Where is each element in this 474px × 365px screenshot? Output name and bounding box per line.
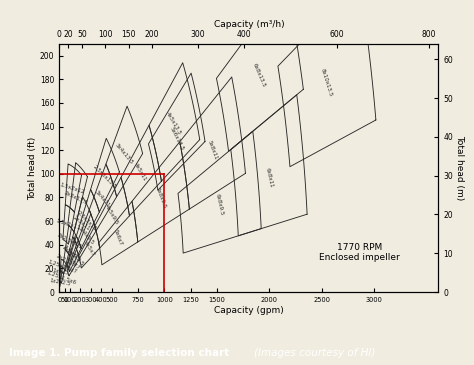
Text: (Images courtesy of HI): (Images courtesy of HI) — [254, 348, 375, 358]
Text: 2x2.5x7: 2x2.5x7 — [55, 253, 77, 268]
Text: 3x4x13.5: 3x4x13.5 — [114, 142, 134, 165]
Text: 3x4x11: 3x4x11 — [94, 190, 111, 209]
Text: 5x8x9.5: 5x8x9.5 — [155, 187, 167, 209]
Text: 6x8x13.5: 6x8x13.5 — [252, 62, 267, 88]
Text: 4x5x13.5: 4x5x13.5 — [165, 111, 182, 136]
Text: 6x8x11: 6x8x11 — [265, 167, 274, 188]
Text: 8x10x13.5: 8x10x13.5 — [320, 68, 334, 98]
Y-axis label: Total head (m): Total head (m) — [455, 135, 464, 200]
Text: 4x5x9.5: 4x5x9.5 — [104, 204, 119, 226]
Text: 2x3x11: 2x3x11 — [72, 215, 91, 231]
X-axis label: Capacity (m³/h): Capacity (m³/h) — [214, 20, 284, 29]
Text: 5x8x11: 5x8x11 — [206, 139, 218, 160]
Text: 2.5x3x13.5: 2.5x3x13.5 — [91, 164, 117, 189]
Text: 2x3x9.5: 2x3x9.5 — [61, 245, 82, 262]
Text: 1x2x2.5: 1x2x2.5 — [49, 278, 71, 287]
Y-axis label: Total head (ft): Total head (ft) — [28, 136, 37, 200]
Text: 1.5x2x11: 1.5x2x11 — [55, 218, 81, 231]
Text: 5x6x7: 5x6x7 — [113, 228, 123, 246]
Text: 2x2.5x9.5: 2x2.5x9.5 — [56, 232, 83, 250]
Text: 3x4x9.5: 3x4x9.5 — [76, 226, 94, 246]
Text: 1.5x2x12: 1.5x2x12 — [59, 182, 85, 195]
Text: 1.25x1.5x7: 1.25x1.5x7 — [47, 259, 78, 274]
Text: 1770 RPM
Enclosed impeller: 1770 RPM Enclosed impeller — [319, 243, 400, 262]
Text: 1x2x3: 1x2x3 — [52, 268, 69, 276]
Text: 2.5x3x9.5: 2.5x3x9.5 — [62, 244, 85, 267]
Text: 4x5x7: 4x5x7 — [82, 240, 95, 257]
Text: 3x4x7: 3x4x7 — [66, 254, 81, 270]
Text: 2.5x3x11: 2.5x3x11 — [76, 210, 98, 232]
X-axis label: Capacity (gpm): Capacity (gpm) — [214, 306, 284, 315]
Text: 5x6x13.5: 5x6x13.5 — [169, 126, 185, 152]
Text: 4x5x11: 4x5x11 — [133, 162, 148, 182]
Text: 1.25x1.5x6: 1.25x1.5x6 — [46, 270, 77, 285]
Text: Image 1. Pump family selection chart: Image 1. Pump family selection chart — [9, 348, 233, 358]
Text: 6x8x9.5: 6x8x9.5 — [215, 193, 225, 216]
Text: 2x3x13.5: 2x3x13.5 — [64, 190, 89, 205]
